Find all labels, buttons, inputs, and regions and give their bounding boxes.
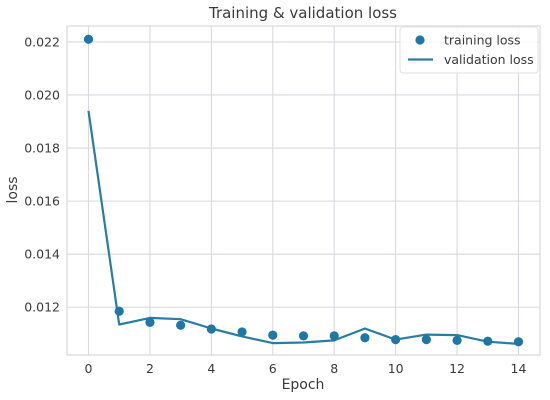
y-tick-label: 0.016: [24, 194, 60, 209]
training-loss-point: [391, 335, 401, 345]
training-loss-point: [298, 331, 309, 341]
legend-marker-training-loss: [415, 35, 425, 45]
training-loss-point: [114, 306, 124, 316]
y-tick-label: 0.022: [24, 34, 60, 49]
training-loss-point: [83, 34, 94, 44]
training-loss-point: [268, 330, 278, 340]
y-axis-label: loss: [5, 176, 21, 203]
y-tick-label: 0.018: [24, 141, 60, 156]
x-tick-label: 2: [146, 361, 154, 376]
legend-label-training-loss: training loss: [444, 33, 521, 48]
plot-area: [67, 26, 540, 355]
legend: training loss validation loss: [399, 26, 539, 74]
training-loss-point: [421, 335, 431, 345]
legend-label-validation-loss: validation loss: [444, 52, 534, 67]
x-axis-label: Epoch: [282, 377, 325, 393]
legend-box: [399, 26, 539, 74]
x-tick-label: 4: [207, 361, 215, 376]
training-loss-point: [483, 336, 493, 346]
x-tick-label: 6: [269, 361, 277, 376]
training-loss-point: [176, 320, 186, 330]
x-tick-label: 12: [449, 361, 465, 376]
training-loss-point: [329, 331, 339, 341]
x-tick-label: 14: [511, 361, 527, 376]
y-tick-label: 0.020: [24, 87, 60, 102]
training-loss-point: [145, 317, 155, 327]
validation-loss-line: [87, 110, 519, 345]
training-loss-point: [360, 333, 370, 343]
series: [83, 34, 524, 347]
tick-labels: 0 2 4 6 8 10 12 14 0.012 0.014 0.016 0.018 0.020 0.02…: [24, 34, 526, 376]
y-tick-label: 0.014: [24, 247, 60, 262]
training-loss-point: [206, 324, 216, 334]
x-tick-label: 0: [85, 361, 93, 376]
plot-frame: [66, 25, 541, 356]
training-loss-point: [237, 327, 247, 337]
y-tick-label: 0.012: [24, 300, 60, 315]
x-tick-label: 8: [330, 361, 338, 376]
x-tick-label: 10: [388, 361, 404, 376]
training-loss-point: [452, 335, 462, 346]
training-loss-point: [513, 337, 524, 347]
chart-title: Training & validation loss: [208, 4, 397, 22]
